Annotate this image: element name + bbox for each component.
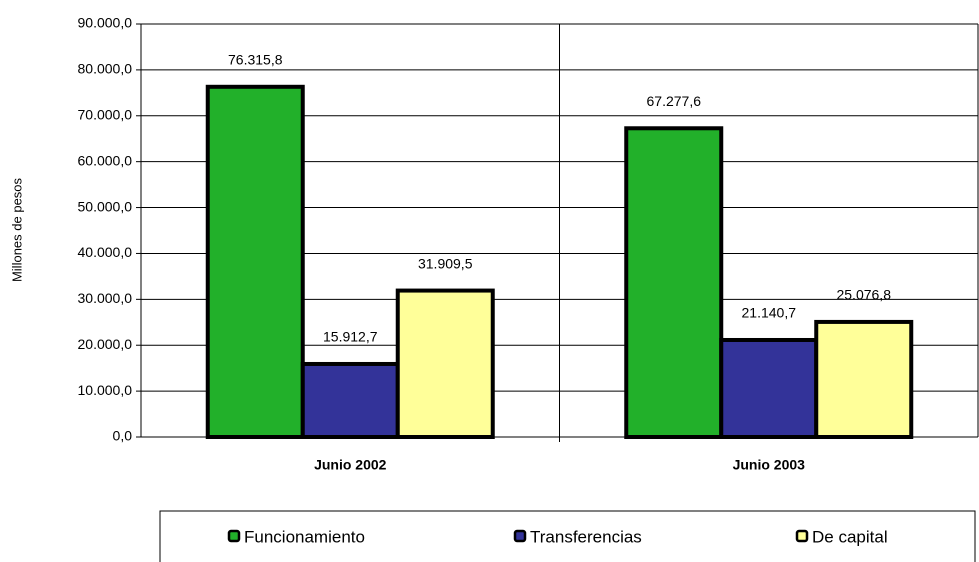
y-tick-label: 0,0 [113, 428, 133, 444]
bar [624, 126, 724, 439]
value-label: 25.076,8 [836, 287, 891, 303]
bar [300, 361, 400, 440]
value-label: 67.277,6 [647, 93, 702, 109]
bar [719, 337, 819, 439]
y-tick-label: 50.000,0 [78, 198, 133, 214]
y-tick-label: 90.000,0 [78, 15, 133, 31]
legend-swatch [227, 529, 241, 543]
legend-label: Transferencias [530, 527, 642, 546]
bar [205, 84, 305, 439]
legend-box [159, 510, 976, 562]
value-label: 21.140,7 [742, 305, 797, 321]
y-tick-label: 80.000,0 [78, 61, 133, 77]
legend-label: Funcionamiento [244, 527, 365, 546]
bar [395, 288, 495, 440]
y-axis-label: Millones de pesos [9, 177, 24, 282]
value-label: 76.315,8 [228, 51, 283, 67]
y-tick-label: 70.000,0 [78, 106, 133, 122]
x-tick-label: Junio 2002 [314, 457, 387, 473]
y-tick-label: 10.000,0 [78, 382, 133, 398]
legend-swatch [795, 529, 809, 543]
y-tick-label: 60.000,0 [78, 152, 133, 168]
y-tick-label: 40.000,0 [78, 244, 133, 260]
x-tick-label: Junio 2003 [733, 457, 806, 473]
legend-swatch [513, 529, 527, 543]
y-tick-label: 30.000,0 [78, 290, 133, 306]
value-label: 15.912,7 [323, 329, 378, 345]
legend-label: De capital [812, 527, 888, 546]
bar [814, 319, 914, 439]
y-tick-label: 20.000,0 [78, 336, 133, 352]
value-label: 31.909,5 [418, 255, 473, 271]
